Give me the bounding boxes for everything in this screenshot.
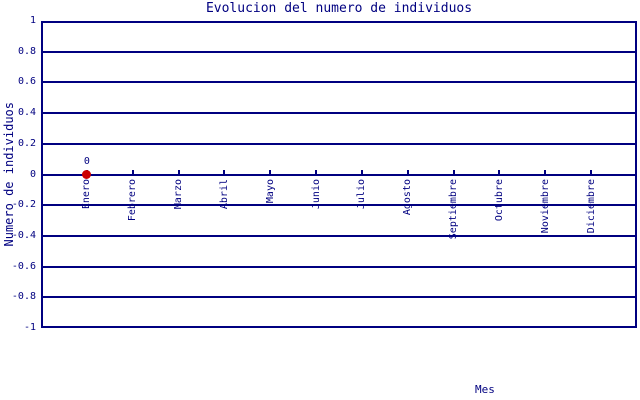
- y-tick-label: 0.8: [17, 45, 36, 57]
- x-tick-label: Marzo: [173, 178, 185, 209]
- x-tick-label: Mayo: [264, 178, 276, 203]
- gridline: [43, 81, 635, 84]
- x-tick-label: Abril: [218, 178, 230, 209]
- y-tick-label: 0.2: [17, 137, 36, 149]
- x-tick-label: Octubre: [493, 178, 505, 221]
- y-tick-label: 0.4: [17, 107, 36, 119]
- y-tick-label: -0.4: [11, 229, 36, 241]
- x-tick-label-box: Agosto: [401, 179, 415, 215]
- data-point-label: 0: [83, 155, 90, 167]
- chart-title: Evolucion del numero de individuos: [205, 1, 473, 16]
- x-tick-mark: [177, 169, 180, 175]
- x-axis-label: Mes: [475, 383, 495, 396]
- x-tick-label-box: Junio: [309, 179, 323, 209]
- data-point: [82, 170, 92, 179]
- x-tick-label: Enero: [81, 178, 93, 209]
- x-tick-label-box: Noviembre: [538, 179, 552, 233]
- x-tick-label-box: Enero: [80, 179, 94, 209]
- x-tick-label-box: Diciembre: [584, 179, 598, 233]
- x-tick-label-box: Mayo: [263, 179, 277, 203]
- x-tick-label: Febrero: [127, 178, 139, 221]
- y-tick-label: -0.8: [11, 291, 36, 303]
- gridline: [43, 112, 635, 115]
- y-tick-label: -0.2: [11, 199, 36, 211]
- gridline: [43, 234, 635, 237]
- gridline: [43, 50, 635, 53]
- y-tick-label: 0: [29, 168, 36, 180]
- x-tick-mark: [590, 169, 593, 175]
- gridline: [43, 204, 635, 207]
- x-tick-label-box: Febrero: [126, 179, 140, 221]
- x-tick-mark: [131, 169, 134, 175]
- x-tick-mark: [315, 169, 318, 175]
- x-tick-mark: [544, 169, 547, 175]
- x-tick-mark: [452, 169, 455, 175]
- x-tick-label-box: Septiembre: [447, 179, 461, 239]
- x-tick-label: Diciembre: [585, 178, 597, 233]
- x-tick-label-box: Julio: [355, 179, 369, 209]
- plot-frame: [41, 21, 637, 328]
- y-tick-label: -0.6: [11, 260, 36, 272]
- y-tick-label: -1: [23, 322, 36, 333]
- x-tick-label-box: Marzo: [172, 179, 186, 209]
- x-tick-label: Junio: [310, 178, 322, 209]
- x-tick-mark: [269, 169, 272, 175]
- x-tick-label: Septiembre: [448, 178, 460, 239]
- x-tick-label: Noviembre: [539, 178, 551, 233]
- y-tick-label: 0.6: [17, 76, 36, 88]
- x-tick-mark: [406, 169, 409, 175]
- x-tick-label-box: Octubre: [492, 179, 506, 221]
- x-tick-label-box: Abril: [217, 179, 231, 209]
- x-tick-label: Julio: [356, 178, 368, 209]
- gridline: [43, 296, 635, 299]
- gridline: [43, 265, 635, 268]
- x-tick-mark: [360, 169, 363, 175]
- gridline: [43, 142, 635, 145]
- x-tick-mark: [498, 169, 501, 175]
- x-tick-label: Agosto: [402, 178, 414, 215]
- x-tick-mark: [223, 169, 226, 175]
- y-tick-label: 1: [29, 15, 36, 26]
- gridline: [43, 173, 635, 176]
